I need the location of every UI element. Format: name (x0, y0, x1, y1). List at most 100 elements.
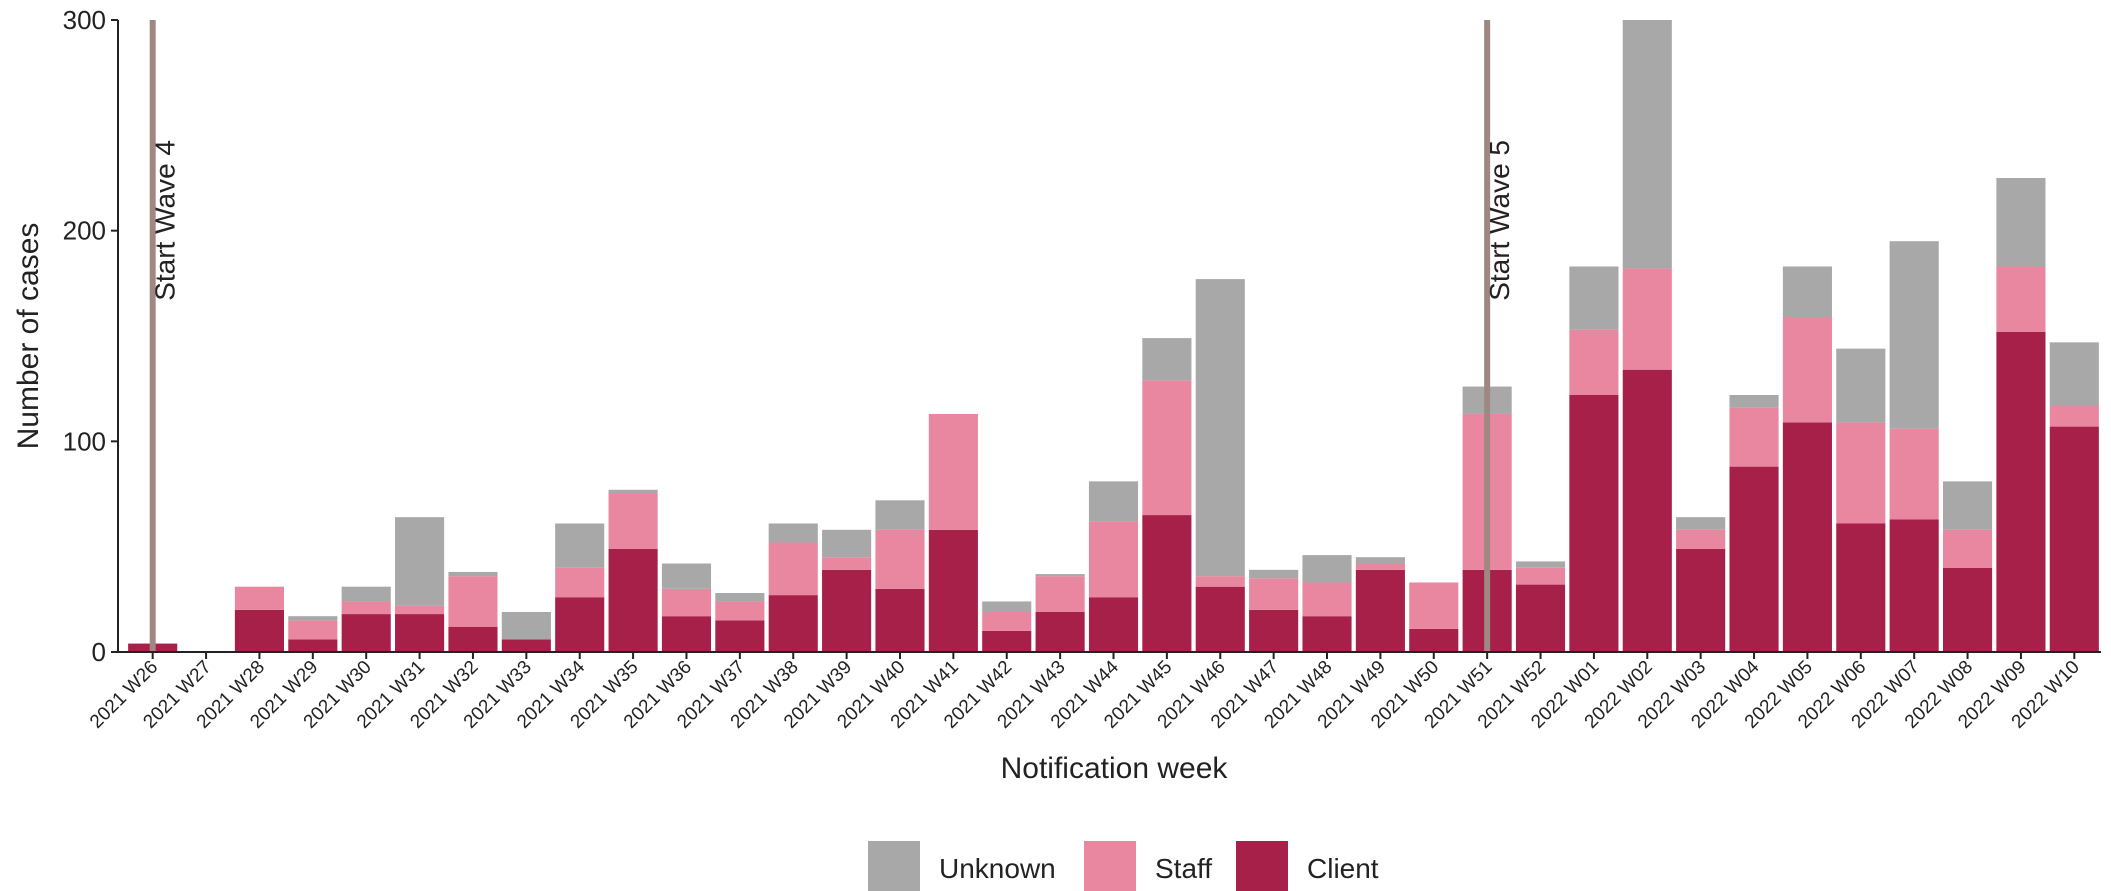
bar-segment (1195, 279, 1245, 577)
bar-segment (1515, 567, 1566, 585)
bar-segment (1622, 268, 1672, 370)
y-tick-label: 200 (63, 216, 106, 246)
bar-segment (982, 630, 1032, 652)
bar-segment (1729, 394, 1779, 408)
bar-segment (768, 595, 818, 652)
bar-segment (1782, 266, 1832, 318)
bar-segment (1836, 422, 1886, 524)
bar-segment (1889, 519, 1939, 652)
legend-label: Client (1307, 853, 1379, 884)
x-axis-title: Notification week (1001, 752, 1229, 785)
bar-segment (1889, 428, 1939, 520)
bar-segment (1943, 567, 1993, 652)
bar-segment (1889, 241, 1939, 429)
bar-segment (395, 605, 445, 615)
bar-segment (875, 588, 925, 652)
bar-segment (768, 542, 818, 596)
bar-segment (1035, 576, 1085, 612)
bar-segment (395, 517, 445, 606)
bar-segment (501, 611, 551, 640)
bar-segment (555, 597, 605, 652)
bar-segment (1676, 548, 1726, 652)
bar-segment (1142, 515, 1192, 652)
bar-segment (1035, 611, 1085, 652)
bar-segment (2049, 426, 2099, 652)
bar-segment (1249, 609, 1299, 652)
bar-segment (608, 494, 658, 549)
bar-segment (448, 576, 498, 627)
bar-segment (1355, 557, 1405, 564)
legend-label: Staff (1155, 853, 1212, 884)
bar-segment (1676, 529, 1726, 549)
bar-segment (1142, 380, 1192, 516)
bar-segment (1088, 521, 1139, 598)
bar-segment (982, 601, 1032, 612)
bar-segment (555, 523, 605, 568)
bar-segment (1088, 481, 1139, 522)
bar-segment (1088, 597, 1139, 652)
bar-segment (1249, 578, 1299, 610)
bar-segment (1676, 517, 1726, 530)
bar-segment (715, 593, 765, 602)
bar-segment (1302, 555, 1352, 583)
legend-swatch (868, 841, 920, 891)
bar-segment (1195, 586, 1245, 652)
bar-segment (1996, 266, 2046, 332)
bar-segment (1782, 422, 1832, 652)
bar-segment (1996, 331, 2046, 652)
bar-segment (288, 620, 338, 640)
bar-segment (1142, 338, 1192, 381)
bar-segment (288, 616, 338, 621)
bar-segment (928, 413, 978, 530)
bar-segment (608, 489, 658, 494)
bar-segment (661, 588, 712, 617)
y-tick-label: 0 (92, 637, 106, 667)
bar-segment (448, 626, 498, 652)
legend-swatch (1084, 841, 1136, 891)
bar-segment (234, 586, 284, 610)
bar-segment (1782, 317, 1832, 423)
bar-segment (448, 571, 498, 577)
bar-segment (341, 614, 391, 652)
bar-segment (1943, 529, 1993, 568)
bar-segment (555, 567, 605, 598)
bar-segment (1409, 582, 1459, 629)
bar-segment (661, 616, 712, 652)
bar-segment (1729, 407, 1779, 467)
bar-segment (1996, 178, 2046, 267)
bar-segment (2049, 405, 2099, 427)
bar-segment (1515, 561, 1566, 568)
bar-segment (1409, 628, 1459, 652)
bar-segment (928, 529, 978, 652)
bar-segment (1302, 582, 1352, 617)
bar-segment (822, 569, 872, 652)
y-tick-label: 100 (63, 426, 106, 456)
bar-segment (234, 609, 284, 652)
bar-segment (1355, 563, 1405, 570)
wave-label: Start Wave 4 (150, 140, 181, 301)
y-tick-label: 300 (63, 5, 106, 35)
bar-segment (822, 529, 872, 558)
bar-segment (1569, 394, 1619, 652)
legend-label: Unknown (939, 853, 1056, 884)
bar-segment (1569, 329, 1619, 395)
bar-segment (1729, 466, 1779, 652)
wave-label: Start Wave 5 (1484, 140, 1515, 301)
bar-segment (1302, 616, 1352, 652)
bar-segment (1622, 20, 1672, 269)
bar-segment (1035, 574, 1085, 577)
bar-segment (768, 523, 818, 543)
bar-segment (2049, 342, 2099, 406)
bar-segment (661, 563, 712, 589)
bar-segment (1249, 569, 1299, 579)
legend-swatch (1236, 841, 1288, 891)
bar-segment (395, 614, 445, 652)
bar-segment (822, 557, 872, 570)
bar-segment (288, 639, 338, 652)
bar-segment (875, 500, 925, 530)
bar-segment (1195, 576, 1245, 587)
bar-segment (1943, 481, 1993, 530)
bar-segment (715, 620, 765, 652)
bar-segment (1836, 348, 1886, 423)
